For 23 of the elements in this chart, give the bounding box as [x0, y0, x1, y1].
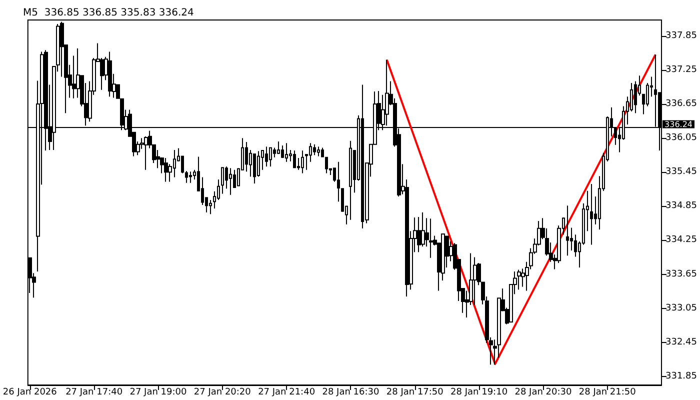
y-tick-label: 333.65: [666, 269, 698, 280]
y-tick-label: 335.45: [666, 167, 698, 178]
x-tick-label: 28 Jan 16:30: [322, 388, 380, 398]
y-tick-label: 336.05: [666, 133, 698, 144]
y-tick-label: 331.85: [666, 371, 698, 382]
x-tick-label: 28 Jan 20:30: [514, 388, 572, 398]
x-tick-label: 27 Jan 19:00: [130, 388, 187, 398]
ref-line-label: 336.24: [664, 120, 693, 129]
y-tick-label: 336.65: [666, 99, 698, 110]
x-tick-label: 27 Jan 20:20: [194, 388, 252, 398]
x-tick-label: 28 Jan 21:50: [578, 388, 636, 398]
y-tick-label: 333.05: [666, 303, 698, 314]
y-tick-label: 334.25: [666, 235, 698, 246]
chart-title: M5 336.85 336.85 335.83 336.24: [23, 8, 194, 18]
x-tick-label: 28 Jan 17:50: [386, 388, 444, 398]
x-tick-label: 27 Jan 21:40: [258, 388, 316, 398]
y-tick-label: 334.85: [666, 201, 698, 212]
y-tick-label: 332.45: [666, 337, 698, 348]
x-tick-label: 28 Jan 19:10: [450, 388, 508, 398]
y-tick-label: 337.25: [666, 64, 698, 75]
x-tick-label: 27 Jan 17:40: [66, 388, 123, 398]
y-tick-label: 337.85: [666, 30, 698, 41]
x-tick-label: 26 Jan 2026: [2, 388, 58, 398]
